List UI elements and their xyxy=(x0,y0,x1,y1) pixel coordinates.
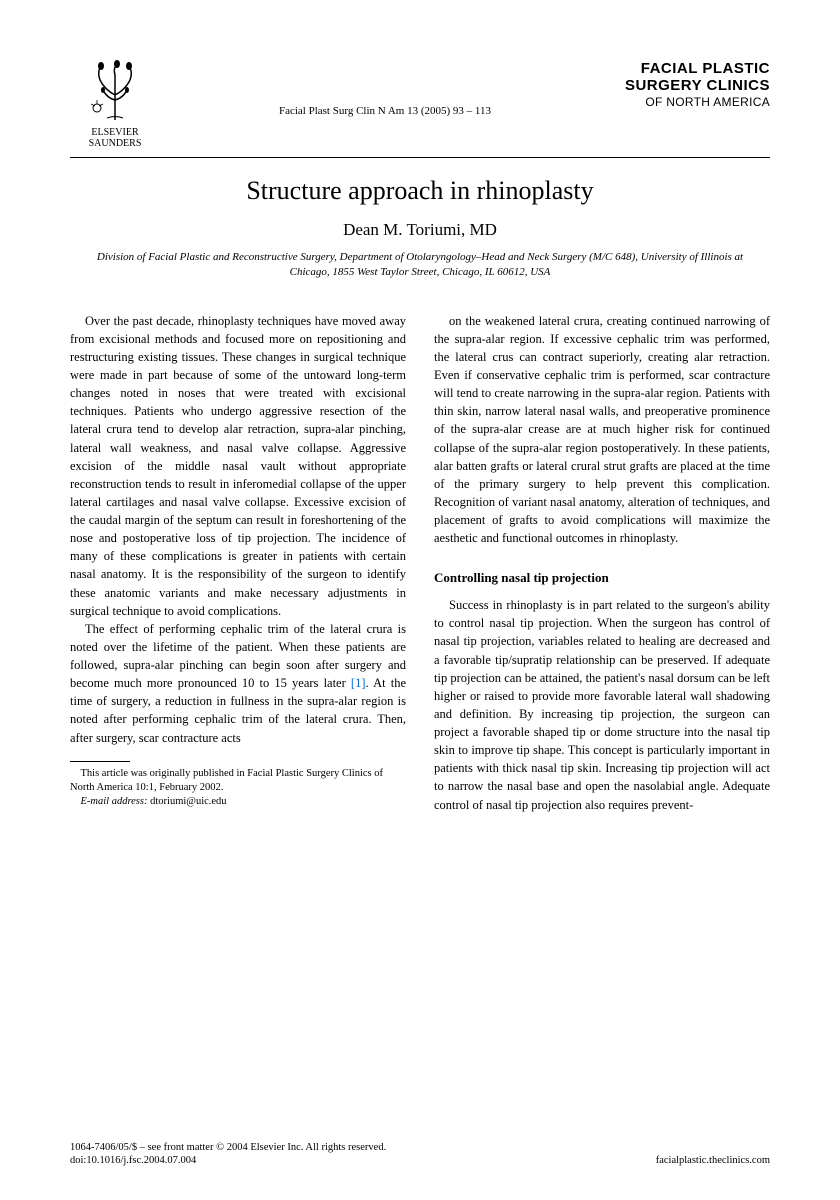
publisher-name: ELSEVIER SAUNDERS xyxy=(70,127,160,149)
copyright-line: 1064-7406/05/$ – see front matter © 2004… xyxy=(70,1141,770,1155)
section-heading-tip-projection: Controlling nasal tip projection xyxy=(434,569,770,588)
page-footer: 1064-7406/05/$ – see front matter © 2004… xyxy=(70,1141,770,1168)
journal-reference: Facial Plast Surg Clin N Am 13 (2005) 93… xyxy=(160,60,610,117)
header-rule xyxy=(70,157,770,158)
doi: doi:10.1016/j.fsc.2004.07.004 xyxy=(70,1154,196,1168)
journal-title-line2: SURGERY CLINICS xyxy=(610,77,770,94)
footnote-email: E-mail address: dtoriumi@uic.edu xyxy=(70,795,406,809)
journal-title-block: FACIAL PLASTIC SURGERY CLINICS OF NORTH … xyxy=(610,60,770,109)
footnote-block: This article was originally published in… xyxy=(70,761,406,810)
paragraph-4: Success in rhinoplasty is in part relate… xyxy=(434,596,770,814)
journal-title-line3: OF NORTH AMERICA xyxy=(610,95,770,109)
elsevier-tree-icon xyxy=(85,60,145,125)
paragraph-2: The effect of performing cephalic trim o… xyxy=(70,620,406,747)
author-affiliation: Division of Facial Plastic and Reconstru… xyxy=(70,250,770,280)
author-name: Dean M. Toriumi, MD xyxy=(70,220,770,240)
paragraph-1: Over the past decade, rhinoplasty techni… xyxy=(70,312,406,620)
publisher-block: ELSEVIER SAUNDERS xyxy=(70,60,160,149)
article-title: Structure approach in rhinoplasty xyxy=(70,176,770,206)
footnote-rule xyxy=(70,761,130,762)
journal-title-line1: FACIAL PLASTIC xyxy=(610,60,770,77)
paragraph-3: on the weakened lateral crura, creating … xyxy=(434,312,770,548)
article-body: Over the past decade, rhinoplasty techni… xyxy=(70,312,770,814)
page-header: ELSEVIER SAUNDERS Facial Plast Surg Clin… xyxy=(70,60,770,149)
footnote-origin: This article was originally published in… xyxy=(70,767,406,795)
reference-link-1[interactable]: [1] xyxy=(351,676,366,690)
journal-url: facialplastic.theclinics.com xyxy=(656,1154,770,1168)
